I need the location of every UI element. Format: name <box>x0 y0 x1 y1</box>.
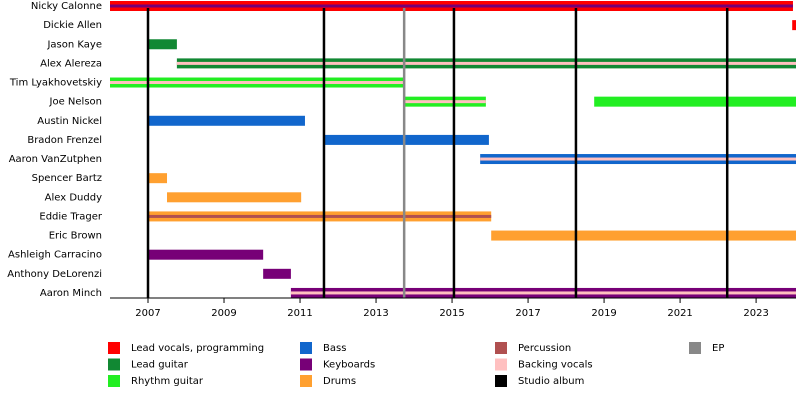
member-label: Joe Nelson <box>49 97 102 108</box>
legend-label: Rhythm guitar <box>131 376 204 387</box>
span-stripe <box>148 214 492 218</box>
member-label: Aaron Minch <box>40 288 102 299</box>
span-bar <box>594 96 796 107</box>
member-label: Eddie Trager <box>39 211 103 222</box>
x-tick-label: 2021 <box>667 308 692 319</box>
x-tick-label: 2023 <box>743 308 768 319</box>
legend-label: Backing vocals <box>518 360 593 371</box>
legend-swatch <box>495 358 507 371</box>
span-bar <box>148 249 264 260</box>
member-label: Eric Brown <box>49 231 102 242</box>
member-label: Dickie Allen <box>43 20 102 31</box>
span-bar <box>323 134 489 145</box>
member-label: Spencer Bartz <box>32 173 102 184</box>
span-bar <box>792 20 796 31</box>
legend-swatch <box>495 375 507 387</box>
legend-swatch <box>495 342 507 354</box>
member-label: Bradon Frenzel <box>27 135 102 146</box>
x-tick-label: 2015 <box>439 308 464 319</box>
span-stripe <box>110 4 793 8</box>
span-stripe <box>176 61 796 65</box>
x-tick-label: 2013 <box>363 308 388 319</box>
legend-swatch <box>108 358 120 371</box>
span-bar <box>263 268 291 279</box>
span-stripe <box>290 291 796 295</box>
x-tick-label: 2009 <box>211 308 236 319</box>
legend-swatch <box>300 375 312 387</box>
span-stripe <box>404 100 486 104</box>
x-tick-label: 2011 <box>287 308 312 319</box>
legend-swatch <box>689 342 701 354</box>
span-stripe <box>480 157 796 161</box>
legend-swatch <box>300 358 312 371</box>
legend-swatch <box>108 342 120 354</box>
member-label: Ashleigh Carracino <box>8 250 102 261</box>
member-label: Nicky Calonne <box>31 1 102 12</box>
legend-label: Keyboards <box>323 360 375 371</box>
span-bar <box>491 230 796 241</box>
span-bar <box>148 39 177 50</box>
member-label: Alex Duddy <box>45 192 102 203</box>
x-tick-label: 2007 <box>135 308 160 319</box>
span-bar <box>167 192 302 203</box>
legend-label: Bass <box>323 343 346 354</box>
span-stripe <box>110 81 405 85</box>
span-bar <box>148 115 305 126</box>
legend-label: Studio album <box>518 376 584 387</box>
x-tick-label: 2019 <box>591 308 616 319</box>
legend-label: Drums <box>323 376 356 387</box>
member-label: Anthony DeLorenzi <box>7 269 102 280</box>
member-label: Aaron VanZutphen <box>9 154 102 165</box>
legend-swatch <box>300 342 312 354</box>
legend-label: Lead vocals, programming <box>131 343 264 354</box>
member-label: Jason Kaye <box>46 39 102 50</box>
member-label: Alex Alereza <box>40 58 102 69</box>
member-label: Austin Nickel <box>37 116 102 127</box>
span-bar <box>148 173 168 184</box>
legend-label: Lead guitar <box>131 360 189 371</box>
legend-label: EP <box>712 343 724 354</box>
legend-swatch <box>108 375 120 387</box>
legend-label: Percussion <box>518 343 571 354</box>
member-label: Tim Lyakhovetskiy <box>9 78 102 89</box>
x-tick-label: 2017 <box>515 308 540 319</box>
